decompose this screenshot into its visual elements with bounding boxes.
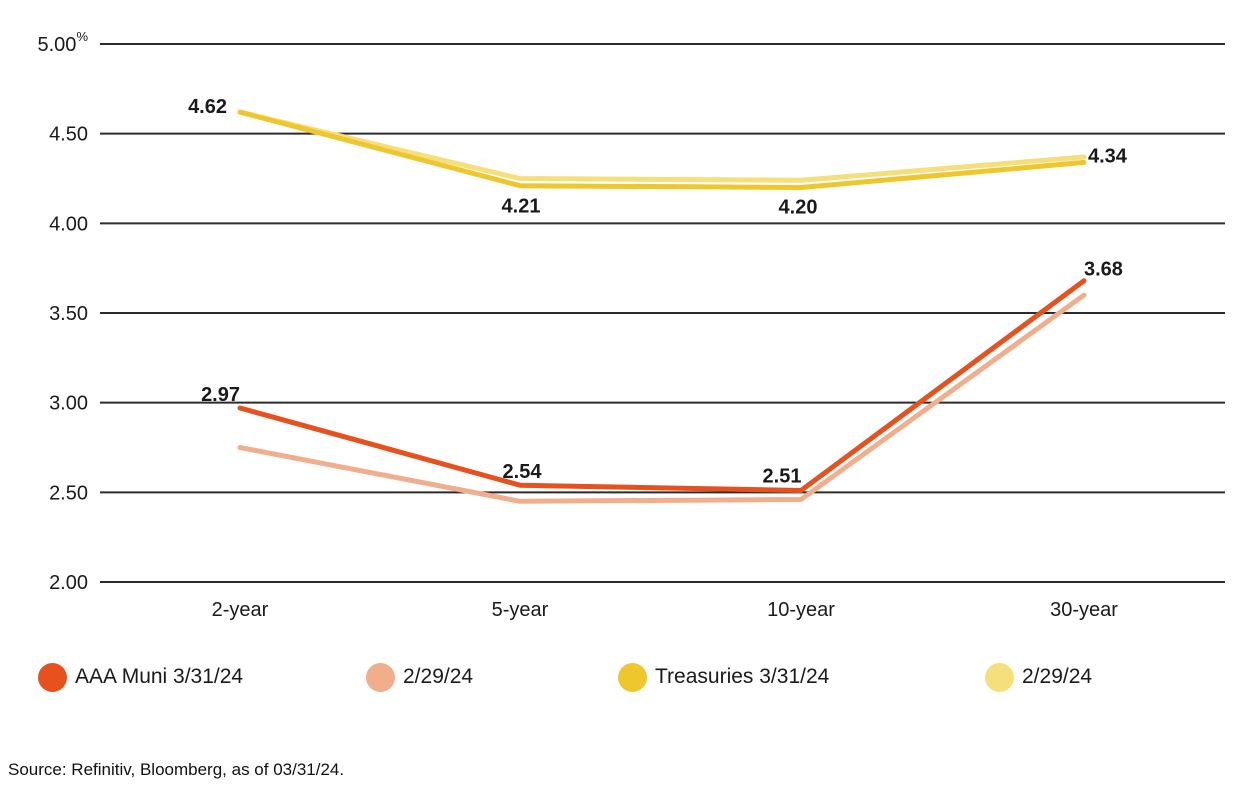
legend-dot	[985, 662, 1014, 692]
x-tick-label: 30-year	[1050, 599, 1118, 621]
source-note: Source: Refinitiv, Bloomberg, as of 03/3…	[8, 760, 345, 779]
y-tick-label: 5.00%	[38, 29, 89, 56]
point-label-tsy_331-30-year: 4.34	[1088, 145, 1128, 167]
legend-label: 2/29/24	[1022, 665, 1093, 688]
legend-dot	[366, 662, 395, 692]
legend-item: Treasuries 3/31/24	[618, 660, 829, 694]
point-label-muni_331-2-year: 2.97	[201, 384, 240, 406]
y-tick-label: 4.50	[49, 124, 88, 146]
y-tick-label: 4.00	[49, 213, 88, 235]
y-tick-label: 2.50	[49, 482, 88, 504]
x-tick-label: 2-year	[212, 599, 269, 621]
x-tick-label: 10-year	[767, 599, 835, 621]
point-label-tsy_331-10-year: 4.20	[779, 196, 818, 218]
legend-label: AAA Muni 3/31/24	[75, 665, 244, 688]
point-label-muni_331-30-year: 3.68	[1084, 259, 1123, 281]
legend-label: 2/29/24	[403, 665, 474, 688]
point-label-tsy_331-5-year: 4.21	[502, 196, 541, 218]
yield-curve-chart: 5.00% 4.50 4.00 3.50 3.00 2.50 2.00 2-year 5-yea…	[38, 29, 1225, 621]
legend-dot	[618, 662, 647, 692]
point-label-tsy_331-2-year: 4.62	[188, 96, 227, 118]
y-tick-label: 3.00	[49, 393, 88, 415]
legend-label: Treasuries 3/31/24	[655, 665, 830, 688]
series-line-tsy_229	[237, 109, 1087, 183]
y-tick-label: 2.00	[49, 572, 88, 594]
y-tick-label: 3.50	[49, 303, 88, 325]
series-line-muni_331	[237, 278, 1087, 493]
legend-item: 2/29/24	[366, 660, 473, 694]
series-line-tsy_331	[237, 109, 1087, 190]
point-label-muni_331-10-year: 2.51	[763, 466, 802, 488]
legend-item: 2/29/24	[985, 660, 1092, 694]
percent-unit: %	[76, 29, 88, 44]
legend-item: AAA Muni 3/31/24	[38, 660, 243, 694]
legend-dot	[38, 662, 67, 692]
x-tick-label: 5-year	[492, 599, 549, 621]
chart-legend: AAA Muni 3/31/24 2/29/24 Treasuries 3/31/2…	[0, 660, 1236, 694]
series-line-muni_229	[237, 292, 1087, 504]
point-label-muni_331-5-year: 2.54	[503, 461, 543, 483]
